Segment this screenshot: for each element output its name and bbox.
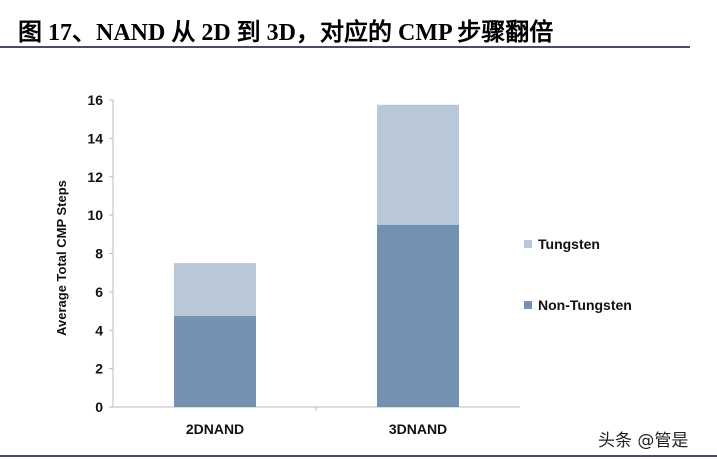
figure-title: 图 17、NAND 从 2D 到 3D，对应的 CMP 步骤翻倍 <box>18 20 554 46</box>
y-tick-label: 6 <box>95 284 103 300</box>
bottom-divider <box>0 455 717 457</box>
y-axis-label: Average Total CMP Steps <box>54 180 69 336</box>
bar-non-tungsten-2dnand <box>174 315 256 407</box>
title-divider <box>0 46 690 48</box>
y-tick-label: 16 <box>87 92 103 108</box>
x-tick-label: 3DNAND <box>389 421 447 437</box>
bar-tungsten-2dnand <box>174 263 256 316</box>
legend-label: Tungsten <box>538 236 600 252</box>
bar-non-tungsten-3dnand <box>377 224 459 407</box>
legend-swatch-non-tungsten <box>524 301 532 309</box>
bar-tungsten-3dnand <box>377 104 459 225</box>
legend-label: Non-Tungsten <box>538 297 632 313</box>
y-tick-label: 10 <box>87 207 103 223</box>
y-tick-label: 2 <box>95 361 103 377</box>
watermark: 头条 @管是 <box>598 431 689 451</box>
x-tick-label: 2DNAND <box>186 421 244 437</box>
y-tick-label: 0 <box>95 399 103 415</box>
legend-swatch-tungsten <box>524 240 532 248</box>
y-tick-label: 4 <box>95 322 103 338</box>
y-tick-label: 8 <box>95 246 103 262</box>
y-tick-label: 12 <box>87 169 103 185</box>
y-tick-label: 14 <box>87 130 103 146</box>
